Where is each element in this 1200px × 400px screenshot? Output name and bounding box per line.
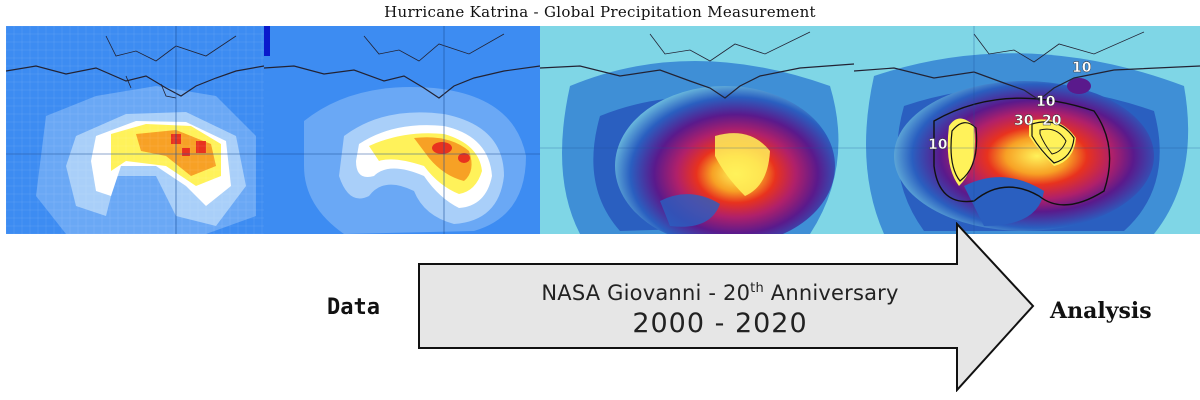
contour-label: 20: [1042, 113, 1062, 129]
contour-label: 10: [1036, 94, 1056, 110]
contour-label: 10: [1072, 60, 1092, 76]
contour-label: 30: [1014, 113, 1034, 129]
map-panel-highres: [540, 26, 854, 234]
contour-label: 10: [928, 137, 948, 153]
arrow-years: 2000 - 2020: [632, 308, 808, 339]
map-panel-analysis: 10 10 30 20 10: [854, 26, 1200, 234]
page-title: Hurricane Katrina - Global Precipitation…: [384, 3, 816, 21]
arrow-title: NASA Giovanni - 20th Anniversary: [470, 281, 970, 305]
arrow-title-suffix: Anniversary: [763, 281, 899, 305]
analysis-label: Analysis: [1050, 298, 1152, 324]
data-label: Data: [327, 295, 380, 320]
map-panel-coarse: [6, 26, 264, 234]
arrow-title-prefix: NASA Giovanni - 20: [541, 281, 751, 305]
progress-arrow: [418, 222, 1035, 392]
map-panel-smooth: [264, 26, 540, 234]
arrow-title-superscript: th: [750, 281, 764, 296]
precipitation-maps: 10 10 30 20 10: [6, 26, 1200, 234]
